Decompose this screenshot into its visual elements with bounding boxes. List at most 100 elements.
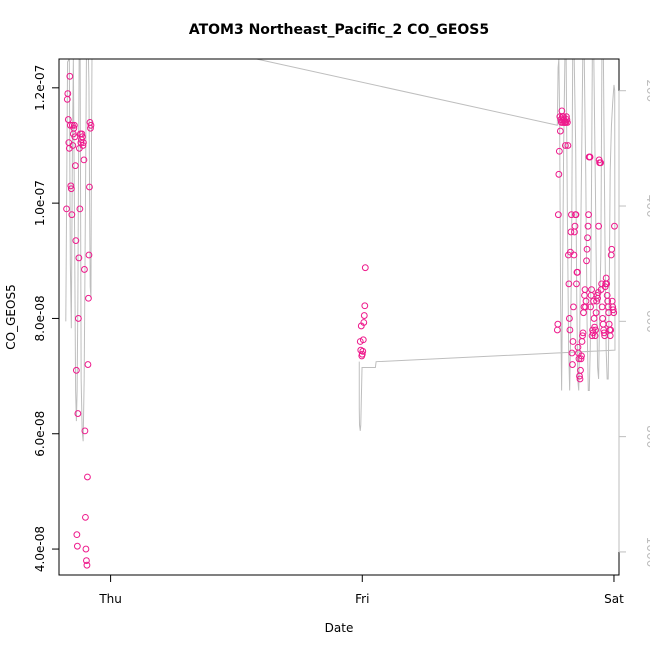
data-point <box>67 182 75 190</box>
data-point <box>590 315 598 322</box>
data-point <box>603 280 611 288</box>
data-point <box>583 245 591 253</box>
data-point <box>68 211 76 219</box>
right-tick-label: 1000 <box>644 537 650 568</box>
data-point <box>569 338 577 345</box>
data-point <box>75 254 83 262</box>
data-point <box>600 329 608 337</box>
data-point <box>592 309 600 317</box>
data-point <box>87 124 94 132</box>
data-point <box>64 90 72 97</box>
data-point <box>76 205 84 213</box>
y-axis: 4.0e-08 6.0e-08 8.0e-08 1.0e-07 1.2e-07 <box>33 65 60 572</box>
data-point <box>358 350 366 358</box>
data-point <box>83 561 91 569</box>
data-point <box>82 545 90 553</box>
data-point <box>361 302 369 310</box>
data-point <box>611 222 618 230</box>
y-tick-label: 6.0e-08 <box>33 411 47 457</box>
data-point <box>71 162 79 170</box>
data-point <box>556 127 564 135</box>
data-point <box>71 133 79 141</box>
data-point <box>564 119 571 126</box>
data-point <box>566 326 574 334</box>
data-point <box>561 142 569 149</box>
data-point <box>577 366 584 374</box>
data-point <box>78 130 86 138</box>
data-point <box>359 347 367 355</box>
data-point <box>72 237 80 245</box>
data-point <box>555 170 563 178</box>
data-point <box>578 352 585 360</box>
data-point <box>565 280 573 288</box>
data-point <box>63 205 70 213</box>
data-point <box>584 222 592 230</box>
data-point <box>570 303 577 311</box>
data-point <box>73 531 81 539</box>
data-point <box>591 323 598 331</box>
x-axis-label: Date <box>325 621 354 635</box>
x-tick-label: Sat <box>604 592 624 606</box>
data-point <box>568 211 575 219</box>
y-axis-label: CO_GEOS5 <box>4 284 18 349</box>
data-point <box>574 268 581 276</box>
data-point <box>607 326 615 334</box>
data-point <box>74 315 82 322</box>
data-point <box>576 375 584 383</box>
data-point <box>582 297 590 305</box>
data-point <box>81 266 88 273</box>
right-tick-label: 600 <box>644 310 650 333</box>
y-tick-label: 8.0e-08 <box>33 295 47 341</box>
data-point <box>554 320 562 328</box>
data-point <box>572 211 580 219</box>
data-point <box>74 410 82 417</box>
data-point <box>587 303 594 311</box>
data-point <box>555 147 563 155</box>
data-point <box>592 326 599 334</box>
data-point <box>361 264 369 272</box>
data-point <box>85 294 92 302</box>
data-point <box>70 124 78 132</box>
data-point <box>69 142 77 149</box>
data-point <box>586 153 594 161</box>
data-point <box>79 142 87 149</box>
data-point <box>566 315 573 322</box>
data-point <box>80 156 88 164</box>
data-point <box>86 183 93 191</box>
right-tick-label: 200 <box>644 79 650 102</box>
data-point <box>597 159 605 167</box>
data-point <box>579 329 587 337</box>
data-point <box>569 361 576 368</box>
data-point <box>584 234 591 242</box>
data-point <box>593 291 601 299</box>
data-point <box>87 121 95 129</box>
data-point <box>554 211 562 219</box>
data-point <box>80 139 87 147</box>
data-point <box>360 319 368 326</box>
data-point <box>72 366 80 374</box>
data-point <box>608 245 616 253</box>
data-point <box>573 280 580 288</box>
right-tick-label: 400 <box>644 195 650 218</box>
data-point <box>568 349 576 357</box>
data-point <box>563 116 571 123</box>
right-tick-label: 800 <box>644 425 650 448</box>
data-point <box>595 222 603 230</box>
data-point <box>570 251 578 259</box>
data-point-layer <box>63 72 618 569</box>
y-tick-label: 1.0e-07 <box>33 180 47 226</box>
x-tick-label: Thu <box>98 592 122 606</box>
data-point <box>567 228 575 236</box>
data-point <box>67 185 75 193</box>
data-point <box>73 542 81 550</box>
chart-title: ATOM3 Northeast_Pacific_2 CO_GEOS5 <box>189 22 489 38</box>
data-point <box>583 257 590 265</box>
data-point <box>609 306 617 314</box>
data-point <box>81 427 89 435</box>
data-point <box>83 557 90 564</box>
data-point <box>581 286 589 294</box>
data-point <box>577 355 585 363</box>
data-point <box>84 473 91 481</box>
